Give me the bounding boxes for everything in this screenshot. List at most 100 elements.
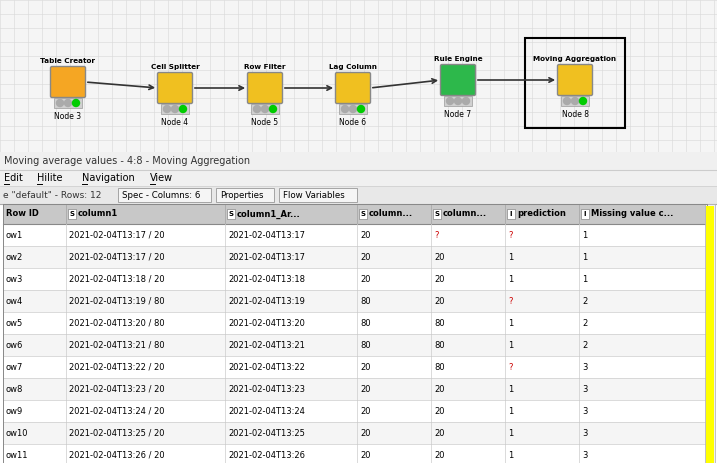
Text: Node 4: Node 4 [161,118,189,127]
Text: 2021-02-04T13:23: 2021-02-04T13:23 [228,384,305,394]
Text: 2021-02-04T13:26 / 20: 2021-02-04T13:26 / 20 [69,450,165,459]
Bar [706,206,714,463]
Circle shape [57,100,64,106]
Text: 1: 1 [508,450,513,459]
Text: S: S [229,211,234,217]
Text: 20: 20 [434,450,445,459]
Text: 3: 3 [582,407,587,415]
Text: 1: 1 [508,384,513,394]
Text: 1: 1 [582,275,587,283]
Text: 20: 20 [360,384,371,394]
Circle shape [171,106,179,113]
Text: 3: 3 [582,384,587,394]
Bar [3,422,707,444]
Text: Hilite: Hilite [37,173,62,183]
Text: 2021-02-04T13:17: 2021-02-04T13:17 [228,252,305,262]
Bar [0,170,717,186]
Text: 2021-02-04T13:24 / 20: 2021-02-04T13:24 / 20 [69,407,164,415]
Circle shape [179,106,186,113]
Text: 2021-02-04T13:21 / 80: 2021-02-04T13:21 / 80 [69,340,165,350]
Text: I: I [584,211,587,217]
Bar [444,96,472,106]
Text: Navigation: Navigation [82,173,135,183]
Circle shape [270,106,277,113]
Text: 1: 1 [508,252,513,262]
Text: 2021-02-04T13:25: 2021-02-04T13:25 [228,428,305,438]
Text: 2021-02-04T13:20: 2021-02-04T13:20 [228,319,305,327]
Text: Moving average values - 4:8 - Moving Aggregation: Moving average values - 4:8 - Moving Agg… [4,156,250,166]
Text: column...: column... [443,209,487,219]
Text: 80: 80 [360,340,371,350]
Bar [581,209,589,219]
Text: ow5: ow5 [6,319,23,327]
Text: Moving Aggregation: Moving Aggregation [533,56,617,62]
Bar [3,312,707,334]
Bar [227,209,235,219]
Bar [3,204,707,224]
Circle shape [254,106,260,113]
Circle shape [349,106,356,113]
Text: 2021-02-04T13:21: 2021-02-04T13:21 [228,340,305,350]
Text: Row Filter: Row Filter [244,64,286,70]
Text: Node 5: Node 5 [252,118,279,127]
Circle shape [341,106,348,113]
Text: 2021-02-04T13:18 / 20: 2021-02-04T13:18 / 20 [69,275,165,283]
Bar [161,104,189,114]
Text: View: View [150,173,173,183]
Text: 1: 1 [582,231,587,239]
Text: ow2: ow2 [6,252,23,262]
Text: 2021-02-04T13:20 / 80: 2021-02-04T13:20 / 80 [69,319,165,327]
Text: 1: 1 [508,407,513,415]
Text: 20: 20 [434,384,445,394]
Text: Rule Engine: Rule Engine [434,56,483,62]
Bar [0,0,717,152]
Bar [118,188,211,202]
Text: Properties: Properties [220,190,264,200]
Text: 2021-02-04T13:23 / 20: 2021-02-04T13:23 / 20 [69,384,165,394]
Text: 20: 20 [434,275,445,283]
Bar [3,444,707,463]
Text: 1: 1 [582,252,587,262]
Text: ow1: ow1 [6,231,23,239]
Text: Node 8: Node 8 [561,110,589,119]
FancyBboxPatch shape [558,64,592,95]
FancyBboxPatch shape [50,67,85,98]
Text: Spec - Columns: 6: Spec - Columns: 6 [122,190,200,200]
Text: ow4: ow4 [6,296,23,306]
Text: 2021-02-04T13:22: 2021-02-04T13:22 [228,363,305,371]
Text: 20: 20 [360,275,371,283]
Bar [3,378,707,400]
Circle shape [579,98,587,105]
Circle shape [358,106,364,113]
Bar [339,104,367,114]
Text: 80: 80 [434,340,445,350]
Circle shape [262,106,268,113]
Text: 2021-02-04T13:18: 2021-02-04T13:18 [228,275,305,283]
Text: prediction: prediction [517,209,566,219]
Bar [54,98,82,108]
Text: 20: 20 [360,231,371,239]
Text: 2021-02-04T13:26: 2021-02-04T13:26 [228,450,305,459]
Bar [507,209,515,219]
Text: 20: 20 [360,363,371,371]
Text: 2: 2 [582,340,587,350]
Text: 2021-02-04T13:24: 2021-02-04T13:24 [228,407,305,415]
Text: column1_Ar...: column1_Ar... [237,209,300,219]
Text: ?: ? [508,296,513,306]
Circle shape [571,98,579,105]
Text: 2021-02-04T13:17 / 20: 2021-02-04T13:17 / 20 [69,231,165,239]
Text: column1: column1 [78,209,118,219]
Text: 3: 3 [582,428,587,438]
Text: column...: column... [369,209,413,219]
Bar [561,96,589,106]
Text: 1: 1 [508,340,513,350]
Text: Cell Splitter: Cell Splitter [151,64,199,70]
Text: ow9: ow9 [6,407,23,415]
Text: ow11: ow11 [6,450,29,459]
Text: 80: 80 [360,296,371,306]
Text: I: I [510,211,512,217]
Text: 20: 20 [434,428,445,438]
Bar [68,209,76,219]
Bar [251,104,279,114]
FancyBboxPatch shape [336,73,371,104]
